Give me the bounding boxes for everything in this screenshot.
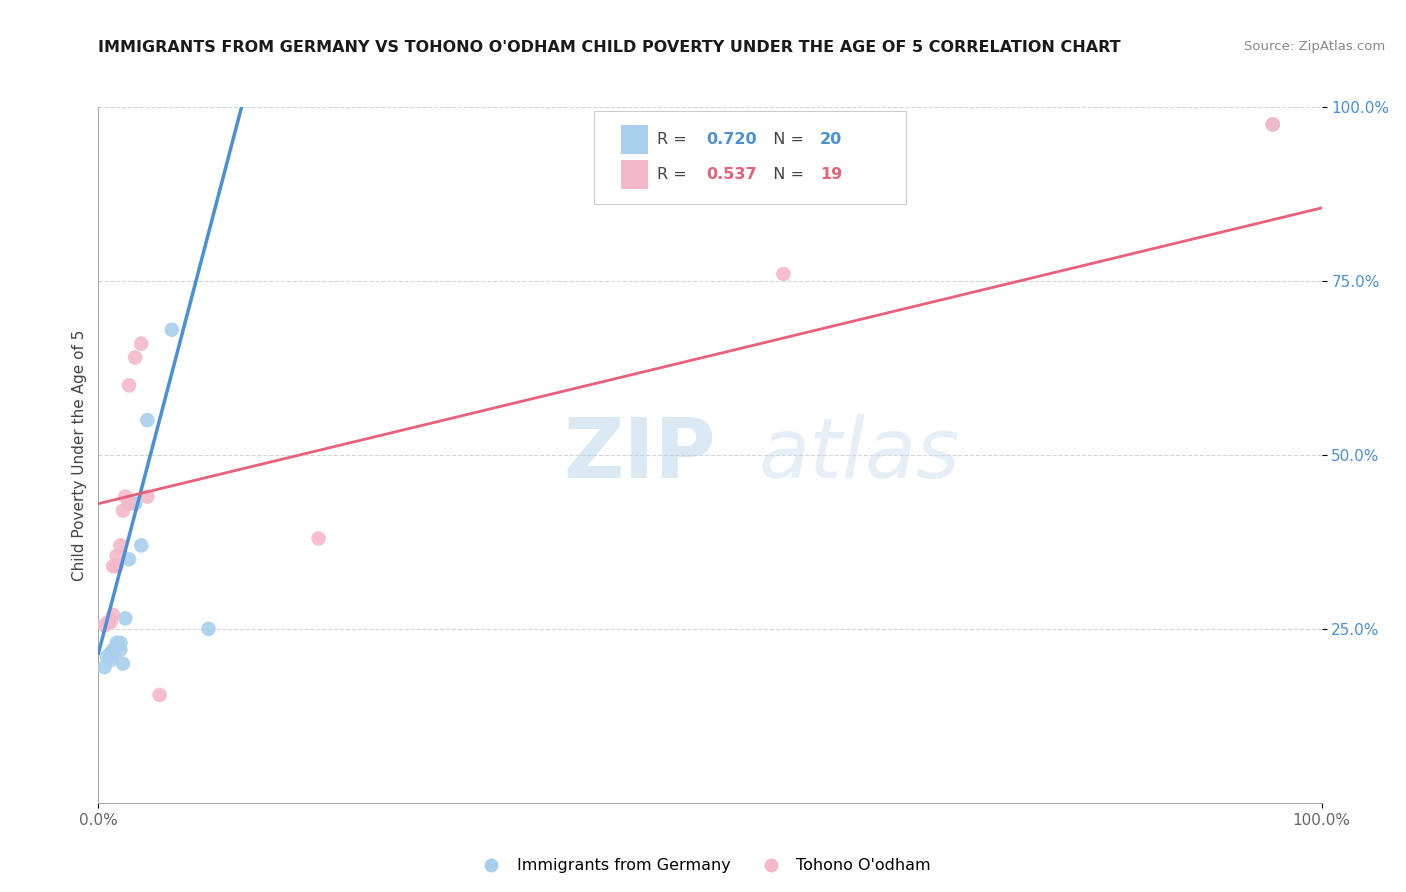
- Point: [772, 267, 794, 281]
- Point: [105, 639, 128, 653]
- Point: [101, 559, 124, 574]
- Point: [136, 490, 159, 504]
- Point: [105, 559, 128, 574]
- Point: [129, 336, 152, 351]
- Text: IMMIGRANTS FROM GERMANY VS TOHONO O'ODHAM CHILD POVERTY UNDER THE AGE OF 5 CORRE: IMMIGRANTS FROM GERMANY VS TOHONO O'ODHA…: [98, 40, 1121, 55]
- Point: [105, 636, 128, 650]
- Bar: [620, 160, 648, 189]
- Point: [100, 646, 122, 660]
- Point: [93, 660, 115, 674]
- Point: [129, 538, 152, 552]
- Point: [111, 503, 134, 517]
- Point: [110, 538, 132, 552]
- Text: ZIP: ZIP: [564, 415, 716, 495]
- Point: [124, 497, 146, 511]
- Point: [197, 622, 219, 636]
- Point: [136, 413, 159, 427]
- Point: [1261, 117, 1284, 131]
- Text: 19: 19: [820, 167, 842, 182]
- Text: 0.720: 0.720: [706, 132, 756, 147]
- Text: R =: R =: [658, 132, 692, 147]
- Point: [110, 636, 132, 650]
- Legend: Immigrants from Germany, Tohono O'odham: Immigrants from Germany, Tohono O'odham: [470, 852, 936, 880]
- Point: [110, 642, 132, 657]
- Bar: [620, 125, 648, 154]
- Y-axis label: Child Poverty Under the Age of 5: Child Poverty Under the Age of 5: [72, 329, 87, 581]
- Point: [118, 378, 141, 392]
- Point: [105, 549, 128, 563]
- Text: 20: 20: [820, 132, 842, 147]
- Text: N =: N =: [762, 132, 808, 147]
- Point: [118, 497, 141, 511]
- Point: [160, 323, 183, 337]
- Point: [96, 649, 118, 664]
- Text: Source: ZipAtlas.com: Source: ZipAtlas.com: [1244, 40, 1385, 54]
- Text: R =: R =: [658, 167, 692, 182]
- Text: atlas: atlas: [759, 415, 960, 495]
- Point: [101, 607, 124, 622]
- Point: [114, 611, 136, 625]
- Point: [149, 688, 172, 702]
- Text: 0.537: 0.537: [706, 167, 756, 182]
- Text: N =: N =: [762, 167, 808, 182]
- Point: [118, 497, 141, 511]
- Point: [118, 552, 141, 566]
- FancyBboxPatch shape: [593, 111, 905, 204]
- Point: [100, 615, 122, 629]
- Point: [101, 646, 124, 660]
- Point: [111, 657, 134, 671]
- Point: [97, 615, 120, 629]
- Point: [101, 642, 124, 657]
- Point: [100, 653, 122, 667]
- Point: [308, 532, 330, 546]
- Point: [114, 490, 136, 504]
- Point: [1261, 117, 1284, 131]
- Point: [93, 618, 115, 632]
- Point: [124, 351, 146, 365]
